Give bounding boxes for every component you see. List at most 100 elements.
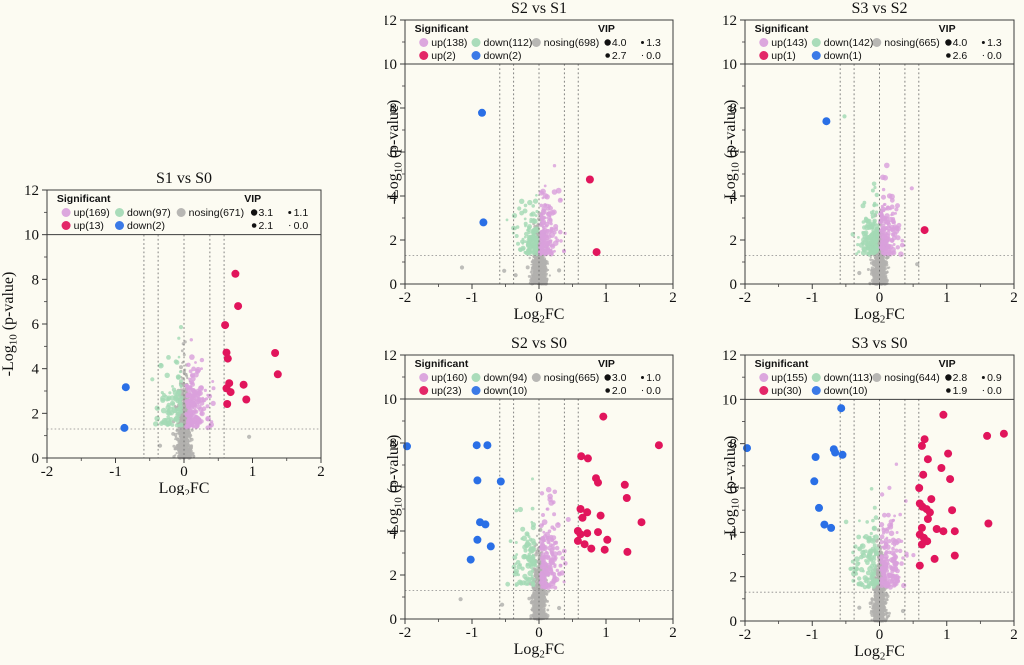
data-point [831, 448, 840, 457]
legend: Significant up(143) down(142) nosing(665) up… [745, 20, 1014, 65]
legend-label: 1.9 [953, 385, 968, 397]
y-tick-label: 8 [390, 436, 398, 452]
chart-svg: Significant up(155) down(113) nosing(644) up… [722, 335, 1018, 663]
up_dark-points [920, 226, 929, 235]
down_light-points [505, 194, 540, 257]
legend-label: 0.0 [646, 385, 661, 397]
y-tick-label: 10 [385, 392, 397, 408]
legend-label: 2.7 [612, 50, 627, 62]
legend-vip-dot [641, 376, 644, 379]
data-point [939, 527, 948, 536]
data-point [917, 441, 926, 450]
legend-label: 1.3 [646, 37, 661, 49]
legend-swatch-up_light [759, 38, 769, 47]
data-point [221, 321, 230, 330]
y-tick-label: 6 [390, 145, 398, 161]
data-point [950, 551, 959, 560]
y-axis-label: -Log10 (p-value) [722, 100, 742, 205]
chart-svg: Significant up(138) down(112) nosing(698) up… [385, 0, 677, 326]
legend-swatch-nosing [531, 373, 541, 382]
y-tick-label: 2 [390, 233, 398, 249]
data-point [121, 383, 130, 392]
legend-swatch-up_dark [419, 386, 429, 395]
data-point [932, 525, 941, 533]
data-point [915, 484, 924, 492]
data-point [486, 542, 495, 551]
y-tick-label: 8 [390, 101, 398, 117]
data-point [600, 545, 609, 554]
y-tick-label: 12 [722, 13, 737, 29]
y-tick-label: 2 [730, 233, 738, 249]
data-point [939, 410, 948, 419]
data-point [983, 431, 992, 440]
y-axis-label: -Log10 (p-value) [385, 435, 405, 540]
data-point [920, 435, 929, 444]
volcano-plot-s3-vs-s0: Significant up(155) down(113) nosing(644) up… [722, 333, 1024, 665]
legend-swatch-up_dark [759, 51, 769, 60]
data-point [838, 450, 847, 459]
x-tick-label: -1 [466, 625, 479, 641]
y-tick-label: 0 [730, 277, 738, 293]
data-point [231, 269, 240, 278]
y-tick-label: 4 [390, 524, 398, 540]
y-tick-label: 6 [390, 480, 398, 496]
x-tick-label: 0 [535, 625, 543, 641]
y-axis-label: -Log10 (p-value) [722, 436, 742, 541]
volcano-plot-s3-vs-s2: Significant up(143) down(142) nosing(665) up… [722, 0, 1024, 333]
legend-label: nosing(665) [884, 37, 939, 49]
legend-label: 0.9 [987, 372, 1002, 384]
legend-label: 2.0 [612, 385, 627, 397]
legend-vip-dot [946, 388, 951, 393]
legend-vip-dot [641, 54, 644, 57]
legend-swatch-up_dark [61, 221, 71, 230]
x-axis-label: Log2FC [514, 306, 565, 326]
data-point [271, 349, 280, 357]
legend-label: 0.0 [987, 385, 1002, 397]
y-tick-label: 8 [32, 272, 40, 288]
legend-label: up(155) [771, 372, 807, 384]
down_light-points [843, 487, 880, 590]
up_light-points [184, 338, 216, 431]
data-point [927, 495, 936, 504]
x-tick-label: -1 [806, 290, 819, 306]
y-tick-label: 10 [722, 57, 737, 73]
y-tick-label: 8 [730, 101, 738, 117]
data-point [222, 348, 231, 357]
down_light-points [505, 477, 538, 588]
legend-swatch-up_light [419, 38, 429, 47]
chart-svg: Significant up(160) down(94) nosing(665) up(… [385, 335, 677, 661]
legend-label: down(94) [484, 372, 528, 384]
legend-vip-dot [641, 389, 644, 392]
y-tick-label: 2 [730, 570, 738, 586]
down_dark-points [120, 383, 130, 432]
x-axis-label: Log2FC [514, 641, 565, 661]
x-tick-label: 2 [1010, 627, 1018, 643]
legend-swatch-down_dark [471, 386, 481, 395]
x-tick-label: 1 [602, 290, 610, 306]
down_light-points [150, 325, 184, 428]
data-point [915, 561, 924, 570]
legend-label: 2.8 [953, 372, 968, 384]
data-point [984, 519, 993, 528]
y-tick-label: 10 [385, 57, 397, 73]
legend-label: down(142) [824, 37, 874, 49]
data-point [603, 535, 612, 544]
legend-swatch-down_light [811, 373, 821, 382]
down_dark-points [743, 404, 847, 532]
chart-title: S2 vs S1 [511, 0, 567, 17]
x-tick-label: 1 [249, 464, 257, 480]
legend-vip-dot [251, 223, 257, 228]
legend-label: down(2) [484, 50, 522, 62]
data-point [583, 508, 592, 517]
data-point [583, 454, 592, 463]
legend-label: down(113) [824, 372, 873, 384]
data-point [654, 441, 663, 450]
data-point [820, 520, 829, 529]
down_dark-points [478, 108, 488, 227]
data-point [578, 513, 587, 522]
legend-vip-dot [288, 211, 292, 214]
y-tick-label: 6 [730, 481, 738, 497]
data-point [226, 388, 235, 397]
